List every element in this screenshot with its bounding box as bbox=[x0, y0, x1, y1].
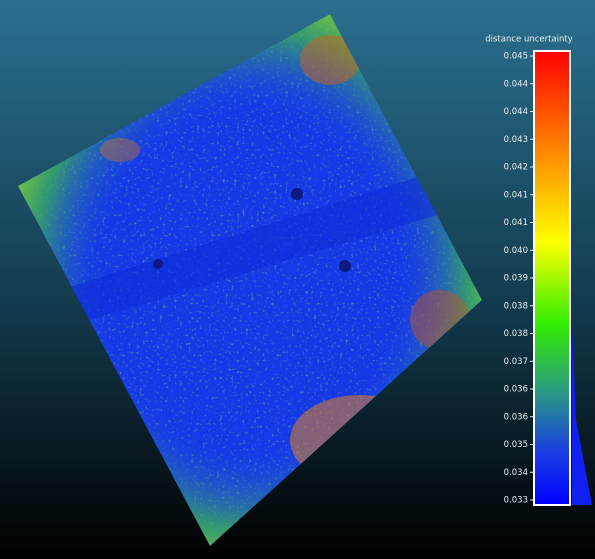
scale-label: 0.042 bbox=[504, 163, 528, 173]
scale-label: 0.037 bbox=[504, 357, 528, 367]
color-scale-bar bbox=[534, 51, 570, 505]
scale-label: 0.044 bbox=[504, 107, 528, 117]
scale-label: 0.045 bbox=[504, 52, 528, 62]
scale-label: 0.036 bbox=[504, 385, 528, 395]
scale-label: 0.035 bbox=[504, 440, 528, 450]
scale-label: 0.041 bbox=[504, 190, 528, 200]
scale-label: 0.038 bbox=[504, 301, 528, 311]
scale-label: 0.036 bbox=[504, 412, 528, 422]
scale-label: 0.044 bbox=[504, 79, 528, 89]
scale-label: 0.038 bbox=[504, 329, 528, 339]
page: distance uncertainty 0.045 0.044 0.044 0.04… bbox=[0, 0, 595, 559]
scale-label: 0.039 bbox=[504, 274, 528, 284]
scale-label: 0.033 bbox=[504, 496, 528, 506]
color-scale-title: distance uncertainty bbox=[485, 35, 573, 45]
scale-label: 0.034 bbox=[504, 468, 528, 478]
scale-label: 0.041 bbox=[504, 218, 528, 228]
viewer-3d: distance uncertainty 0.045 0.044 0.044 0.04… bbox=[0, 0, 595, 559]
scale-label: 0.040 bbox=[504, 246, 528, 256]
scale-label: 0.043 bbox=[504, 135, 528, 145]
